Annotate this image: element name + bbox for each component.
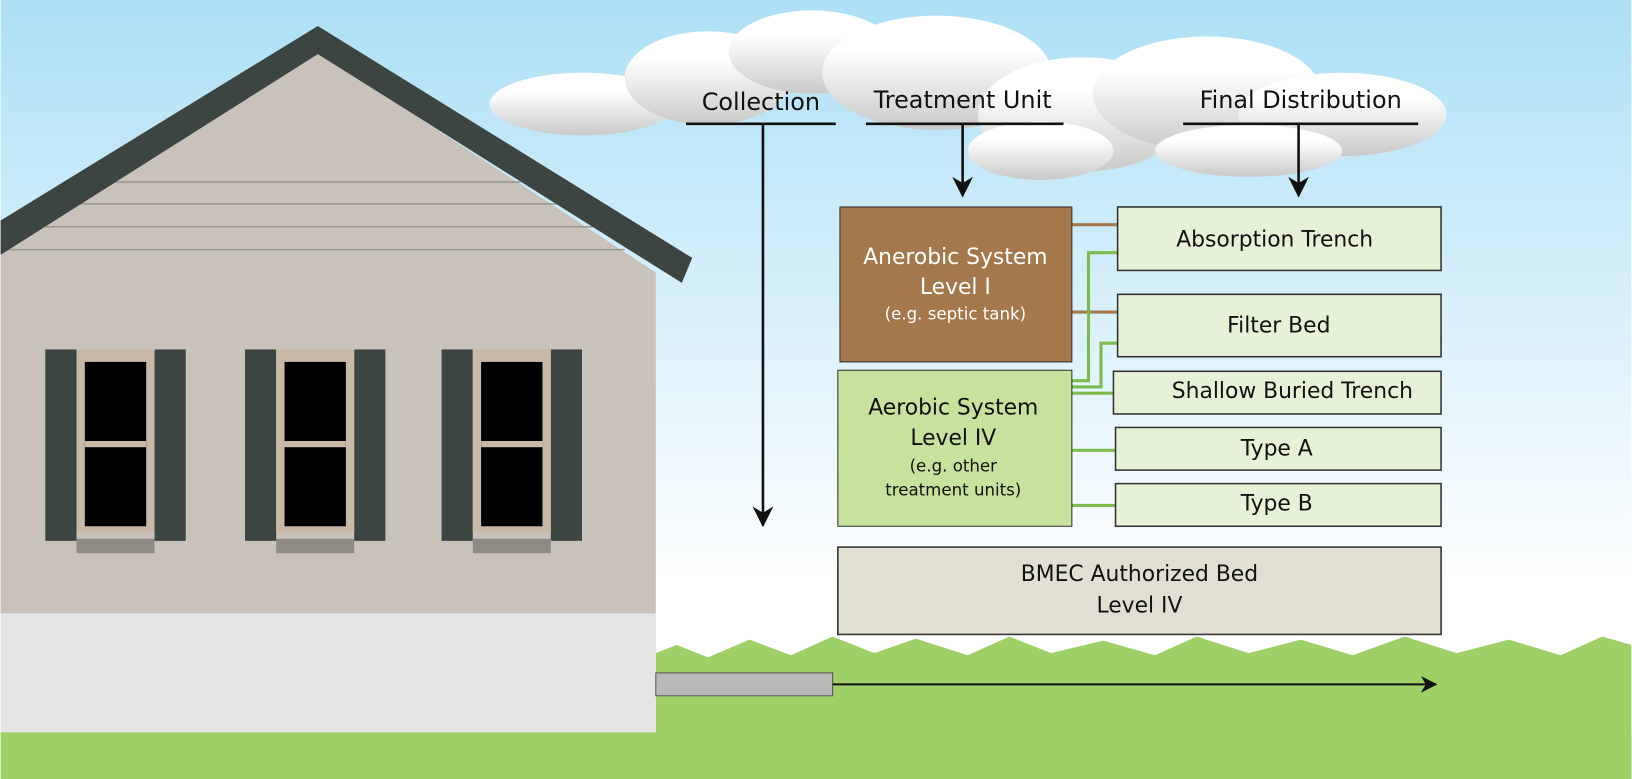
header: Collection — [702, 88, 820, 116]
unit-note: (e.g. septic tank) — [885, 305, 1026, 324]
bed-box — [838, 547, 1441, 634]
header: Treatment Unit — [873, 86, 1052, 114]
house-foundation — [1, 614, 656, 733]
distribution-label: Type A — [1240, 436, 1313, 461]
unit-label: Level I — [920, 275, 991, 300]
unit-label: Level IV — [910, 426, 996, 451]
unit-note: treatment units) — [885, 480, 1021, 499]
pipe — [656, 673, 833, 696]
diagram: Collection Treatment Unit Final Distribu… — [0, 0, 1632, 779]
page: {"headers": ["Collection", "Treatment Un… — [0, 0, 1632, 779]
distribution-label: Filter Bed — [1227, 314, 1330, 339]
distribution-label: Shallow Buried Trench — [1172, 379, 1413, 404]
windows — [45, 349, 582, 553]
unit-note: (e.g. other — [910, 456, 998, 475]
ground — [1, 732, 1632, 779]
body: Collection Treatment Unit Final Distribu… — [0, 0, 1632, 779]
bed-label: BMEC Authorized Bed — [1021, 562, 1258, 587]
distribution-label: Type B — [1240, 491, 1313, 516]
distribution-label: Absorption Trench — [1176, 227, 1373, 252]
bed-label: Level IV — [1096, 593, 1182, 618]
unit-label: Anerobic System — [863, 245, 1047, 270]
header: Final Distribution — [1200, 86, 1402, 114]
unit-label: Aerobic System — [868, 396, 1038, 421]
